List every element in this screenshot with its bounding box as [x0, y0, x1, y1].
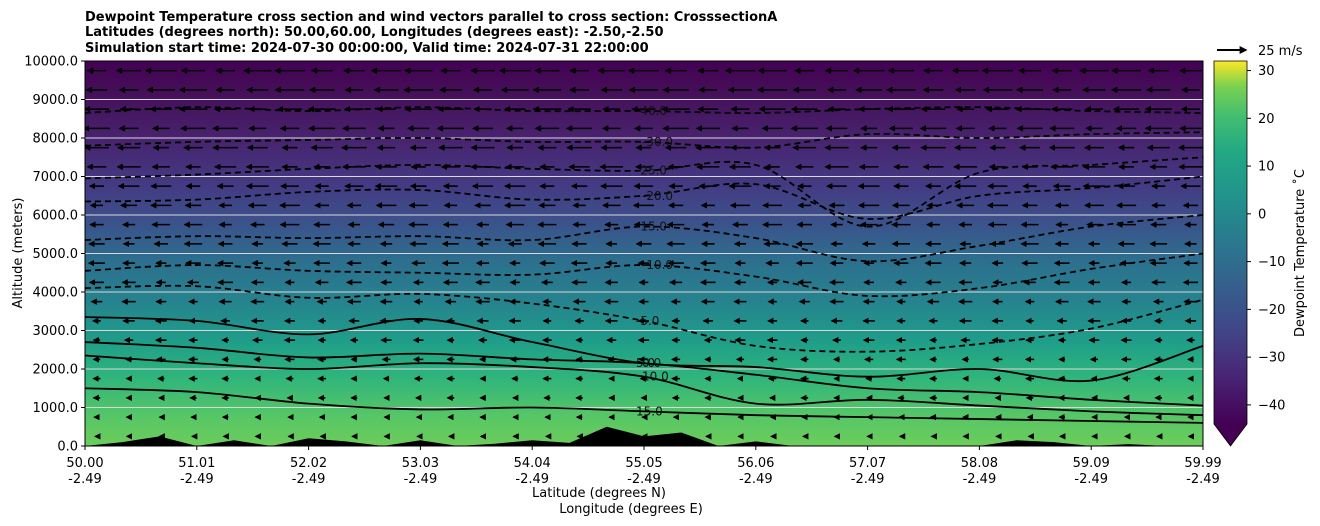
y-axis: 0.0 1000.0 2000.0 3000.0 4000.0 5000.0 6000.0 7…	[24, 55, 85, 455]
x-tick-label-lon: -2.49	[68, 472, 102, 487]
y-tick-label: 7000.0	[33, 170, 79, 185]
gridlines	[85, 99, 1203, 408]
x-tick-label-lon: -2.49	[627, 472, 661, 487]
contour-line	[85, 156, 1203, 228]
y-tick-label: 6000.0	[33, 209, 79, 224]
y-tick-label: 0.0	[57, 440, 78, 455]
x-tick-label-lat: 57.07	[849, 456, 886, 471]
y-tick-label: 8000.0	[33, 132, 79, 147]
x-tick-label-lon: -2.49	[404, 472, 438, 487]
colorbar-label: Dewpoint Temperature ˚C	[1292, 169, 1308, 337]
x-tick-label-lat: 59.09	[1073, 456, 1110, 471]
x-tick-label-lat: 50.00	[66, 456, 103, 471]
x-tick-label-lon: -2.49	[1074, 472, 1108, 487]
x-tick-label-lat: 55.05	[625, 456, 662, 471]
contour-line	[85, 252, 1203, 298]
contour-label: -10.0	[642, 258, 673, 272]
x-tick-label-lon: -2.49	[963, 472, 997, 487]
colorbar-tick-label: 0	[1258, 207, 1266, 222]
contour-line	[85, 284, 1203, 353]
x-axis: 50.00-2.4951.01-2.4952.02-2.4953.03-2.49…	[66, 446, 1222, 487]
colorbar-tick-label: −30	[1258, 351, 1285, 366]
contour-label: 0.0	[642, 356, 661, 370]
contour-line	[85, 175, 1203, 220]
contour-lines: 15.010.05.00.0-5.0-10.0-15.0-20.0-25.0-3…	[85, 104, 1203, 424]
x-tick-label-lat: 56.06	[737, 456, 774, 471]
colorbar-tick-label: −10	[1258, 255, 1285, 270]
contour-label: -40.0	[636, 104, 667, 118]
contour-line	[85, 387, 1203, 424]
chart-title-line3: Simulation start time: 2024-07-30 00:00:…	[85, 41, 649, 56]
plot-area: 15.010.05.00.0-5.0-10.0-15.0-20.0-25.0-3…	[85, 61, 1203, 446]
contour-label: -15.0	[636, 220, 667, 234]
y-tick-label: 2000.0	[33, 363, 79, 378]
contour-label: -30.0	[642, 135, 673, 149]
y-tick-label: 4000.0	[33, 286, 79, 301]
colorbar-tick-label: 10	[1258, 160, 1275, 175]
x-tick-label-lon: -2.49	[1186, 472, 1220, 487]
contour-label: 10.0	[642, 370, 669, 384]
x-tick-label-lat: 53.03	[402, 456, 439, 471]
x-tick-label-lat: 51.01	[178, 456, 215, 471]
contour-label: -25.0	[636, 164, 667, 178]
wind-vectors	[85, 67, 1203, 440]
chart-title-line2: Latitudes (degrees north): 50.00,60.00, …	[85, 25, 664, 40]
x-tick-label-lat: 52.02	[290, 456, 327, 471]
x-tick-label-lat: 59.99	[1184, 456, 1221, 471]
colorbar-tick-label: 30	[1258, 64, 1275, 79]
colorbar	[1214, 61, 1247, 424]
contour-line	[85, 214, 1203, 263]
x-tick-label-lon: -2.49	[515, 472, 549, 487]
x-tick-label-lon: -2.49	[292, 472, 326, 487]
contour-line	[85, 316, 1203, 383]
contour-label: -5.0	[636, 314, 659, 328]
contour-label: 15.0	[636, 404, 663, 418]
colorbar-tick-label: 20	[1258, 112, 1275, 127]
colorbar-tick-label: −20	[1258, 303, 1285, 318]
colorbar-tick-label: −40	[1258, 398, 1285, 413]
chart-title-line1: Dewpoint Temperature cross section and w…	[85, 10, 777, 25]
wind-key-label: 25 m/s	[1258, 44, 1303, 59]
y-tick-label: 9000.0	[33, 93, 79, 108]
terrain	[85, 426, 1203, 446]
contour-label: -20.0	[642, 189, 673, 203]
colorbar-outline	[1213, 60, 1248, 447]
x-tick-label-lon: -2.49	[739, 472, 773, 487]
x-tick-label-lat: 58.08	[961, 456, 998, 471]
x-tick-label-lon: -2.49	[180, 472, 214, 487]
y-axis-label: Altitude (meters)	[11, 198, 26, 309]
y-tick-label: 1000.0	[33, 401, 79, 416]
y-tick-label: 5000.0	[33, 247, 79, 262]
contour-line	[85, 354, 1203, 417]
x-axis-label-longitude: Longitude (degrees E)	[559, 502, 703, 517]
y-tick-label: 10000.0	[24, 55, 78, 70]
x-tick-label-lon: -2.49	[851, 472, 885, 487]
y-tick-label: 3000.0	[33, 324, 79, 339]
x-tick-label-lat: 54.04	[514, 456, 551, 471]
colorbar-ticks: 30 20 10 0 −10 −20 −30 −40	[1247, 64, 1285, 413]
colorbar-extend-triangle	[1214, 424, 1247, 446]
x-axis-label-latitude: Latitude (degrees N)	[532, 486, 666, 501]
